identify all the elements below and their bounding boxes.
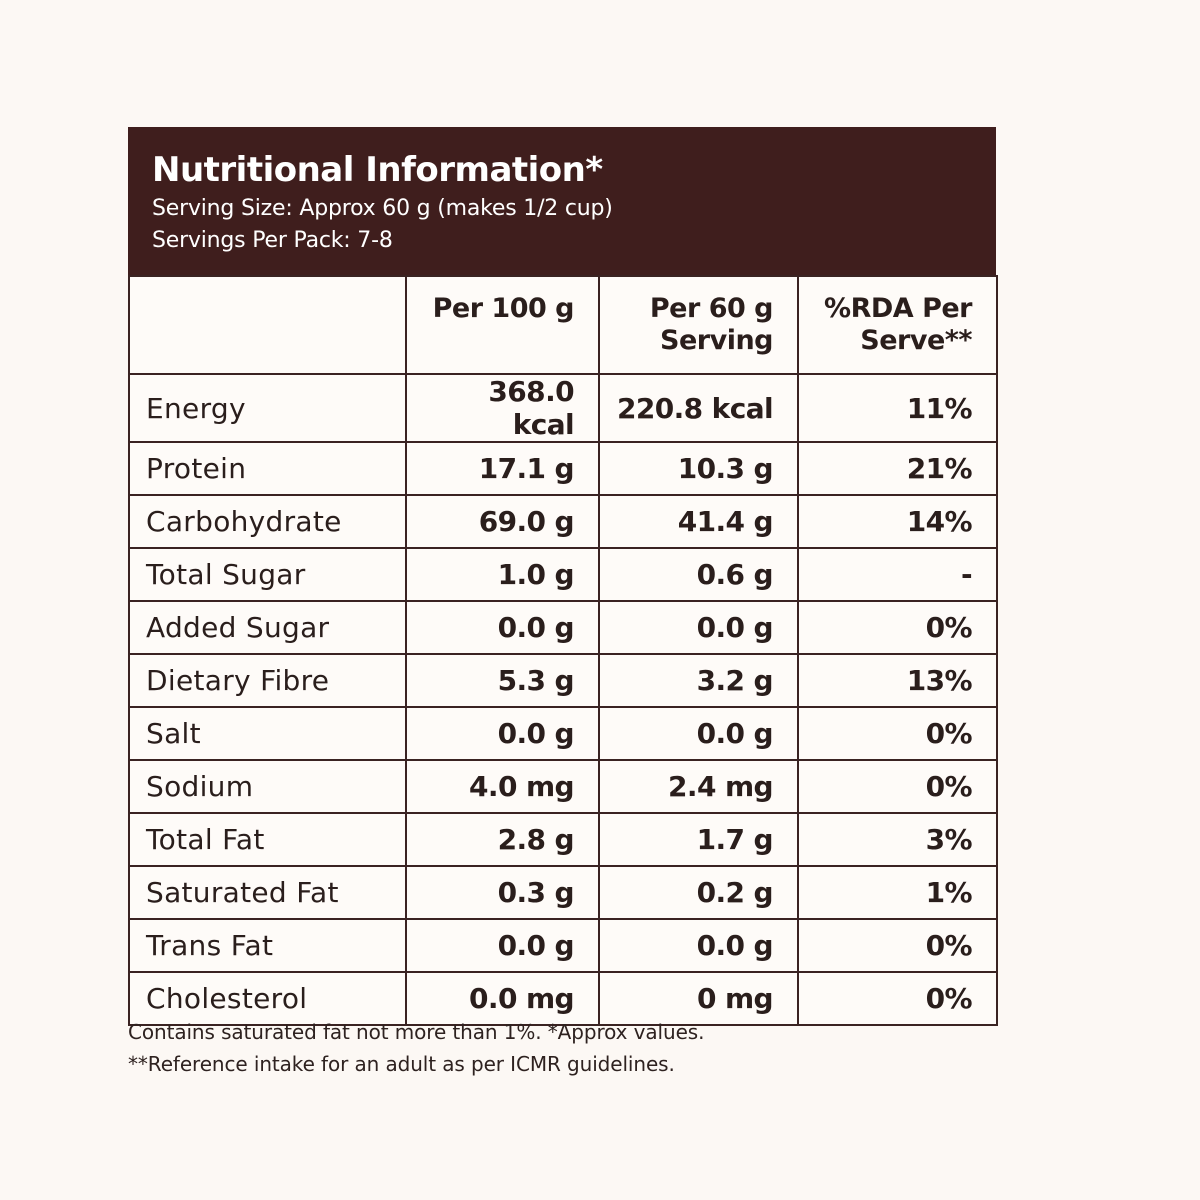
nutrient-name-cell: Energy bbox=[128, 373, 407, 443]
servings-per-pack: Servings Per Pack: 7-8 bbox=[152, 228, 393, 253]
table-row: Protein 17.1 g 10.3 g 21% bbox=[128, 441, 998, 496]
column-header-nutrient bbox=[128, 275, 407, 375]
per-100g-value-cell: 4.0 mg bbox=[405, 759, 600, 814]
table-row: Sodium 4.0 mg 2.4 mg 0% bbox=[128, 759, 998, 814]
nutrient-name-cell: Saturated Fat bbox=[128, 865, 407, 920]
column-header-rda: %RDA Per Serve** bbox=[797, 275, 998, 375]
rda-value-cell: 0% bbox=[797, 918, 998, 973]
per-serving-value-cell: 220.8 kcal bbox=[598, 373, 799, 443]
nutrient-name-cell: Salt bbox=[128, 706, 407, 761]
table-body: Energy 368.0 kcal 220.8 kcal 11% Protein 17.1… bbox=[128, 373, 998, 1026]
table-header-row: Per 100 g Per 60 g Serving %RDA Per Serv… bbox=[128, 275, 998, 375]
footnote-saturated-fat: Contains saturated fat not more than 1%.… bbox=[128, 1020, 705, 1044]
per-serving-value-cell: 0.6 g bbox=[598, 547, 799, 602]
per-100g-value-cell: 0.0 mg bbox=[405, 971, 600, 1026]
footnote-reference-intake: **Reference intake for an adult as per I… bbox=[128, 1052, 675, 1076]
per-serving-value-cell: 0.2 g bbox=[598, 865, 799, 920]
nutrient-name-cell: Carbohydrate bbox=[128, 494, 407, 549]
nutrition-panel: Nutritional Information* Serving Size: A… bbox=[128, 127, 998, 1026]
nutrient-name-cell: Added Sugar bbox=[128, 600, 407, 655]
table-row: Energy 368.0 kcal 220.8 kcal 11% bbox=[128, 373, 998, 443]
table-row: Trans Fat 0.0 g 0.0 g 0% bbox=[128, 918, 998, 973]
per-serving-value-cell: 2.4 mg bbox=[598, 759, 799, 814]
column-header-per-100g: Per 100 g bbox=[405, 275, 600, 375]
nutrient-name-cell: Dietary Fibre bbox=[128, 653, 407, 708]
rda-value-cell: 13% bbox=[797, 653, 998, 708]
footnotes: Contains saturated fat not more than 1%.… bbox=[128, 1016, 704, 1080]
per-100g-value-cell: 368.0 kcal bbox=[405, 373, 600, 443]
rda-value-cell: 3% bbox=[797, 812, 998, 867]
nutrient-name-cell: Protein bbox=[128, 441, 407, 496]
table-row: Saturated Fat 0.3 g 0.2 g 1% bbox=[128, 865, 998, 920]
nutrient-name-cell: Total Sugar bbox=[128, 547, 407, 602]
per-serving-value-cell: 41.4 g bbox=[598, 494, 799, 549]
per-serving-value-cell: 10.3 g bbox=[598, 441, 799, 496]
nutrient-name-cell: Cholesterol bbox=[128, 971, 407, 1026]
rda-value-cell: 11% bbox=[797, 373, 998, 443]
nutrition-table: Per 100 g Per 60 g Serving %RDA Per Serv… bbox=[128, 275, 998, 1026]
table-row: Carbohydrate 69.0 g 41.4 g 14% bbox=[128, 494, 998, 549]
rda-value-cell: 0% bbox=[797, 759, 998, 814]
table-row: Total Fat 2.8 g 1.7 g 3% bbox=[128, 812, 998, 867]
per-serving-value-cell: 3.2 g bbox=[598, 653, 799, 708]
per-serving-value-cell: 0.0 g bbox=[598, 600, 799, 655]
rda-value-cell: 0% bbox=[797, 706, 998, 761]
per-100g-value-cell: 2.8 g bbox=[405, 812, 600, 867]
per-100g-value-cell: 17.1 g bbox=[405, 441, 600, 496]
nutrient-name-cell: Trans Fat bbox=[128, 918, 407, 973]
table-row: Cholesterol 0.0 mg 0 mg 0% bbox=[128, 971, 998, 1026]
per-100g-value-cell: 69.0 g bbox=[405, 494, 600, 549]
per-100g-value-cell: 5.3 g bbox=[405, 653, 600, 708]
nutrition-header: Nutritional Information* Serving Size: A… bbox=[128, 127, 996, 275]
nutrient-name-cell: Total Fat bbox=[128, 812, 407, 867]
table-row: Added Sugar 0.0 g 0.0 g 0% bbox=[128, 600, 998, 655]
per-100g-value-cell: 1.0 g bbox=[405, 547, 600, 602]
per-100g-value-cell: 0.0 g bbox=[405, 600, 600, 655]
per-serving-value-cell: 0.0 g bbox=[598, 918, 799, 973]
per-serving-value-cell: 1.7 g bbox=[598, 812, 799, 867]
per-serving-value-cell: 0.0 g bbox=[598, 706, 799, 761]
rda-value-cell: 14% bbox=[797, 494, 998, 549]
table-row: Total Sugar 1.0 g 0.6 g- bbox=[128, 547, 998, 602]
per-100g-value-cell: 0.3 g bbox=[405, 865, 600, 920]
table-row: Salt 0.0 g 0.0 g 0% bbox=[128, 706, 998, 761]
rda-value-cell: 1% bbox=[797, 865, 998, 920]
serving-size: Serving Size: Approx 60 g (makes 1/2 cup… bbox=[152, 196, 613, 221]
rda-value-cell: 0% bbox=[797, 971, 998, 1026]
per-100g-value-cell: 0.0 g bbox=[405, 706, 600, 761]
column-header-per-serving: Per 60 g Serving bbox=[598, 275, 799, 375]
nutrient-name-cell: Sodium bbox=[128, 759, 407, 814]
rda-value-cell: 21% bbox=[797, 441, 998, 496]
nutrition-title: Nutritional Information* bbox=[152, 150, 603, 190]
per-serving-value-cell: 0 mg bbox=[598, 971, 799, 1026]
table-row: Dietary Fibre 5.3 g 3.2 g 13% bbox=[128, 653, 998, 708]
rda-value-cell: - bbox=[797, 547, 998, 602]
rda-value-cell: 0% bbox=[797, 600, 998, 655]
per-100g-value-cell: 0.0 g bbox=[405, 918, 600, 973]
